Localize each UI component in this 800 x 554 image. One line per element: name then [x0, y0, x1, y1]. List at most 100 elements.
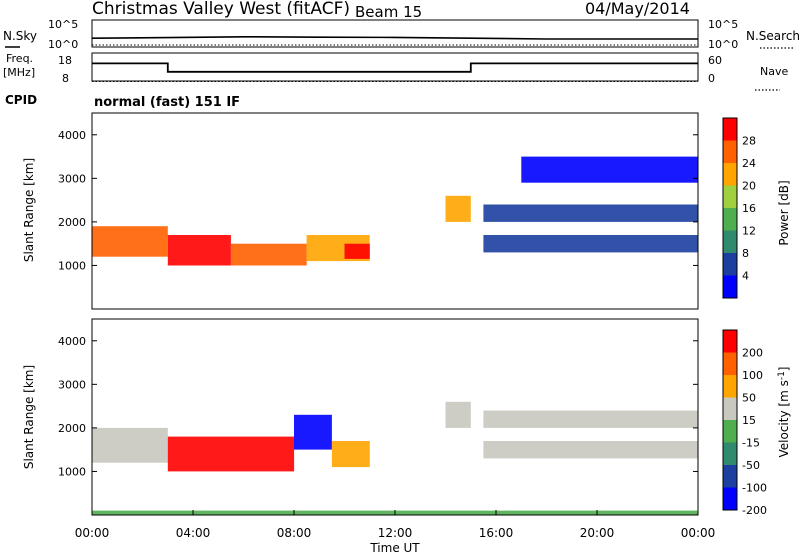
time-tick-2: 08:00 — [277, 526, 312, 540]
velocity-title-exp: -1 — [777, 371, 787, 380]
date-label: 04/May/2014 — [585, 0, 690, 18]
range-tick-1-1: 3000 — [58, 378, 86, 391]
time-tick-4: 16:00 — [479, 526, 514, 540]
power-region-7 — [483, 204, 698, 222]
freq-left-tick-top: 18 — [58, 54, 72, 67]
power-colorbar-tick-2: 12 — [742, 225, 756, 238]
range-tick-0-0: 4000 — [58, 129, 86, 142]
power-colorbar-swatch-6 — [723, 253, 737, 276]
time-axis: 00:00 04:00 08:00 12:00 16:00 20:00 00:00 — [75, 510, 716, 540]
velocity-colorbar-swatch-5 — [723, 442, 737, 466]
freq-label: Freq. — [6, 52, 33, 65]
velocity-colorbar-swatch-6 — [723, 465, 737, 488]
velocity-colorbar-tick-3: 15 — [742, 414, 756, 427]
noise-panel-frame — [91, 19, 699, 48]
velocity-colorbar-swatch-1 — [723, 352, 737, 376]
range-tick-1-3: 1000 — [58, 465, 86, 478]
noise-right-tick-top: 10^5 — [708, 18, 738, 31]
power-region-4 — [344, 243, 370, 259]
freq-unit-label: [MHz] — [3, 66, 35, 79]
beam-label: Beam 15 — [355, 3, 422, 21]
power-colorbar-swatch-7 — [723, 275, 737, 299]
velocity-region-2 — [294, 414, 332, 450]
noise-right-tick-bottom: 10^0 — [708, 38, 738, 51]
power-colorbar-swatch-1 — [723, 140, 737, 164]
freq-left-tick-bottom: 8 — [62, 72, 69, 85]
velocity-region-0 — [92, 427, 168, 463]
power-colorbar-tick-0: 4 — [742, 270, 749, 283]
velocity-y-axis-label: Slant Range [km] — [22, 365, 36, 469]
power-panel-frame — [91, 112, 699, 310]
velocity-colorbar-swatch-4 — [723, 420, 737, 443]
power-colorbar-tick-6: 28 — [742, 135, 756, 148]
nsky-label: N.Sky — [3, 29, 37, 43]
noise-series — [91, 35, 698, 46]
velocity-colorbar-swatch-3 — [723, 397, 737, 421]
time-tick-1: 04:00 — [176, 526, 211, 540]
power-region-8 — [521, 156, 699, 183]
noise-left-tick-bottom: 10^0 — [48, 38, 78, 51]
power-colorbar-tick-1: 8 — [742, 247, 749, 260]
velocity-colorbar-tick-7: -200 — [742, 504, 767, 517]
power-colorbar-tick-4: 20 — [742, 180, 756, 193]
power-y-axis-label: Slant Range [km] — [22, 158, 36, 262]
power-colorbar-swatch-0 — [723, 118, 737, 141]
power-colorbar-tick-5: 24 — [742, 157, 756, 170]
velocity-colorbar-frame — [722, 329, 738, 511]
power-colorbar-frame — [722, 117, 738, 299]
range-tick-1-2: 2000 — [58, 422, 86, 435]
range-tick-1-0: 4000 — [58, 335, 86, 348]
velocity-region-6 — [483, 410, 698, 428]
range-tick-0-1: 3000 — [58, 172, 86, 185]
power-region-5 — [445, 195, 471, 222]
cpid-label: CPID — [5, 93, 37, 107]
velocity-colorbar-tick-0: 200 — [742, 347, 763, 360]
freq-line — [92, 62, 698, 73]
time-tick-6: 00:00 — [681, 526, 716, 540]
velocity-colorbar-title: Velocity [m s-1] — [777, 367, 791, 458]
power-colorbar-title: Power [dB] — [777, 180, 791, 245]
power-colorbar-tick-3: 16 — [742, 202, 756, 215]
range-tick-0-2: 2000 — [58, 216, 86, 229]
power-colorbar-swatch-4 — [723, 208, 737, 231]
velocity-region-3 — [331, 441, 370, 468]
freq-panel-frame — [91, 52, 699, 82]
time-tick-5: 20:00 — [580, 526, 615, 540]
velocity-panel — [92, 401, 698, 515]
velocity-colorbar: 200 100 50 15 -15 -50 -100 -200 — [722, 329, 767, 517]
velocity-region-1 — [167, 436, 295, 472]
velocity-region-4 — [445, 401, 471, 428]
time-tick-3: 12:00 — [378, 526, 413, 540]
power-colorbar-swatch-3 — [723, 185, 737, 209]
nave-label: Nave — [760, 65, 788, 78]
power-colorbar-swatch-5 — [723, 230, 737, 254]
nave-right-tick-bottom: 0 — [708, 72, 715, 85]
station-title: Christmas Valley West (fitACF) — [92, 0, 350, 19]
freq-series — [92, 62, 698, 83]
power-region-6 — [483, 235, 698, 253]
range-tick-0-3: 1000 — [58, 259, 86, 272]
time-axis-label: Time UT — [369, 541, 420, 554]
power-region-0 — [92, 226, 168, 257]
noise-line — [91, 35, 698, 40]
power-colorbar: 4 8 12 16 20 24 28 — [722, 117, 756, 299]
power-panel — [92, 156, 699, 266]
velocity-region-5 — [483, 441, 698, 459]
velocity-title-main: Velocity [m s — [777, 380, 791, 457]
velocity-colorbar-tick-1: 100 — [742, 369, 763, 382]
velocity-colorbar-swatch-7 — [723, 487, 737, 511]
nsearch-label: N.Search — [746, 29, 800, 43]
velocity-colorbar-tick-6: -100 — [742, 482, 767, 495]
velocity-colorbar-swatch-0 — [723, 330, 737, 353]
range-tick-labels: 4000 3000 2000 1000 4000 3000 2000 1000 — [58, 129, 698, 478]
nave-right-tick-top: 60 — [708, 54, 722, 67]
velocity-title-close: ] — [777, 367, 791, 372]
noise-left-tick-top: 10^5 — [48, 18, 78, 31]
velocity-colorbar-swatch-2 — [723, 375, 737, 398]
velocity-colorbar-tick-5: -50 — [742, 459, 760, 472]
velocity-colorbar-tick-4: -15 — [742, 437, 760, 450]
power-region-2 — [230, 243, 307, 266]
power-colorbar-swatch-2 — [723, 163, 737, 186]
velocity-colorbar-tick-2: 50 — [742, 392, 756, 405]
